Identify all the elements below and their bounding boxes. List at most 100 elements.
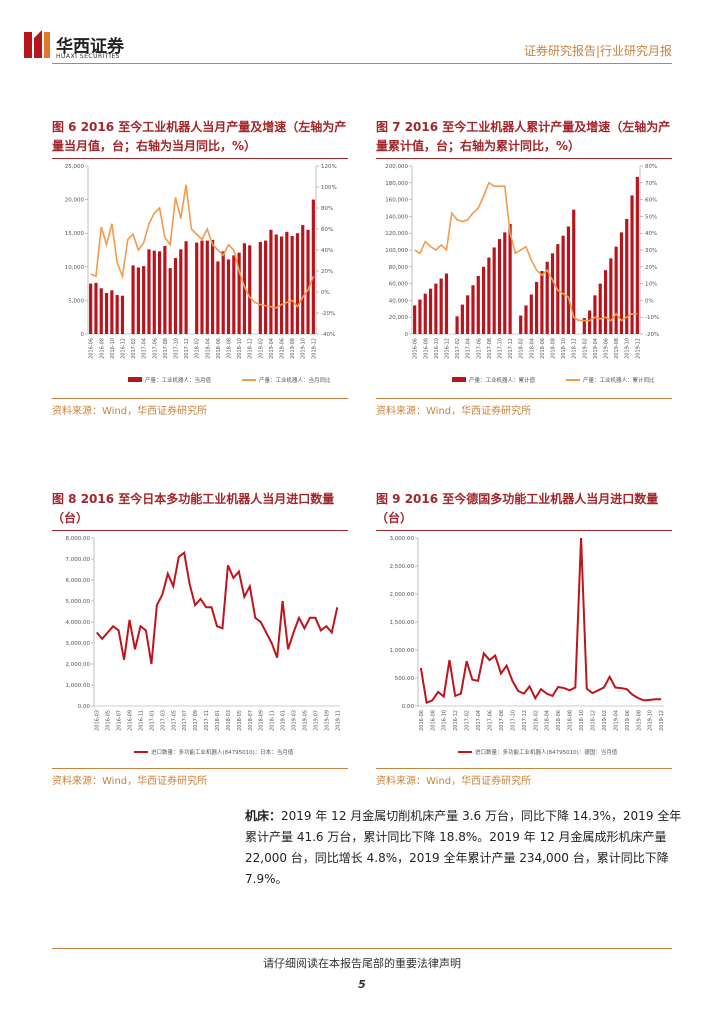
y2-tick-label: 40% <box>321 248 333 254</box>
footer-rule <box>52 948 672 949</box>
bar <box>168 268 172 334</box>
y-tick-label: 5,000 <box>68 298 84 304</box>
x-tick-label: 2018-04 <box>205 338 211 359</box>
x-tick-label: 2018-03 <box>226 710 232 731</box>
y-tick-label: 2,500.00 <box>390 564 415 570</box>
y2-tick-label: -20% <box>645 332 659 338</box>
y-tick-label: 180,000 <box>385 181 408 187</box>
x-tick-label: 2018-06 <box>556 710 562 731</box>
line <box>419 537 662 705</box>
paragraph: 机床：2019 年 12 月金属切削机床产量 3.6 万台，同比下降 14.3%… <box>245 806 693 890</box>
y-tick-label: 2,000.00 <box>390 592 415 598</box>
bar <box>603 270 608 334</box>
y-tick-label: 3,000.00 <box>390 536 415 542</box>
source: 资料来源：Wind，华西证券研究所 <box>52 398 348 417</box>
y-tick-label: 40,000 <box>389 298 409 304</box>
y-tick-label: 4,000.00 <box>66 620 91 626</box>
x-tick-label: 2016-03 <box>95 710 101 731</box>
x-tick-label: 2019-04 <box>613 710 619 731</box>
bar <box>152 250 156 334</box>
legend-label: 进口数量：多功能工业机器人(84795010)：日本：当月值 <box>151 748 294 756</box>
x-tick-label: 2019-12 <box>659 710 665 731</box>
x-tick-label: 2019-08 <box>636 710 642 731</box>
y2-tick-label: 60% <box>321 227 333 233</box>
x-tick-label: 2018-02 <box>519 338 525 359</box>
x-tick-label: 2017-10 <box>510 710 516 731</box>
bar <box>466 295 470 334</box>
y-tick-label: 0 <box>405 332 409 338</box>
y2-tick-label: 10% <box>645 282 657 288</box>
bar <box>550 253 555 334</box>
x-tick-label: 2017-08 <box>487 338 493 359</box>
y-tick-label: 20,000 <box>389 315 409 321</box>
y-tick-label: 0.00 <box>78 704 91 710</box>
x-tick-label: 2016-12 <box>453 710 459 731</box>
x-tick-label: 2016-08 <box>99 338 105 359</box>
bar <box>619 232 624 334</box>
legend-swatch <box>452 377 466 382</box>
y-tick-label: 100,000 <box>385 248 408 254</box>
x-tick-label: 2019-09 <box>324 710 330 731</box>
x-tick-label: 2016-10 <box>442 710 448 731</box>
x-tick-label: 2016-09 <box>128 710 134 731</box>
x-tick-label: 2017-10 <box>173 338 179 359</box>
y-tick-label: 20,000 <box>65 198 85 204</box>
legend-swatch <box>128 377 142 382</box>
lead: 机床： <box>245 809 282 823</box>
y-tick-label: 1,500.00 <box>390 620 415 626</box>
header-rule <box>52 63 672 64</box>
bar <box>104 293 109 334</box>
x-tick-label: 2017-02 <box>465 710 471 731</box>
y-tick-label: 0 <box>81 332 85 338</box>
line <box>90 184 315 309</box>
x-tick-label: 2017-05 <box>171 710 177 731</box>
x-tick-label: 2018-02 <box>533 710 539 731</box>
bar <box>434 283 438 334</box>
x-tick-label: 2019-08 <box>290 338 296 359</box>
x-tick-label: 2016-08 <box>430 710 436 731</box>
y2-tick-label: -10% <box>645 315 659 321</box>
x-tick-label: 2019-12 <box>635 338 641 359</box>
x-tick-label: 2017-12 <box>184 338 190 359</box>
bar <box>163 245 167 334</box>
bar <box>566 226 571 334</box>
x-tick-label: 2017-10 <box>497 338 503 359</box>
y-tick-label: 140,000 <box>385 214 408 220</box>
legend-label: 产量：工业机器人：当月值 <box>145 376 212 384</box>
x-tick-label: 2017-04 <box>142 338 148 359</box>
line <box>95 550 339 665</box>
x-tick-label: 2018-06 <box>540 338 546 359</box>
x-tick-label: 2018-09 <box>259 710 265 731</box>
bar <box>582 318 586 334</box>
bar <box>269 229 273 334</box>
bar <box>455 316 459 334</box>
y2-tick-label: -40% <box>321 332 335 338</box>
bar <box>290 235 294 334</box>
bar <box>471 285 475 334</box>
x-tick-label: 2016-12 <box>444 338 450 359</box>
y-tick-label: 80,000 <box>389 265 409 271</box>
bar <box>588 310 592 334</box>
bar <box>147 249 151 334</box>
bar <box>279 236 284 334</box>
x-tick-label: 2019-04 <box>593 338 599 359</box>
x-tick-label: 2017-04 <box>466 338 472 359</box>
y2-tick-label: 100% <box>321 185 337 191</box>
bar <box>593 295 597 334</box>
y-tick-label: 200,000 <box>385 164 408 170</box>
bar <box>625 218 629 334</box>
x-tick-label: 2017-11 <box>204 710 210 731</box>
bar <box>614 246 618 334</box>
bar <box>242 243 247 334</box>
x-tick-label: 2018-08 <box>551 338 557 359</box>
x-tick-label: 2019-06 <box>625 710 631 731</box>
x-tick-label: 2019-05 <box>302 710 308 731</box>
y-tick-label: 160,000 <box>385 198 408 204</box>
x-tick-label: 2017-08 <box>163 338 169 359</box>
bar <box>173 258 178 334</box>
x-tick-label: 2017-08 <box>499 710 505 731</box>
x-tick-label: 2019-12 <box>311 338 317 359</box>
bar <box>248 245 252 334</box>
y-tick-label: 6,000.00 <box>66 578 91 584</box>
x-tick-label: 2018-02 <box>195 338 201 359</box>
